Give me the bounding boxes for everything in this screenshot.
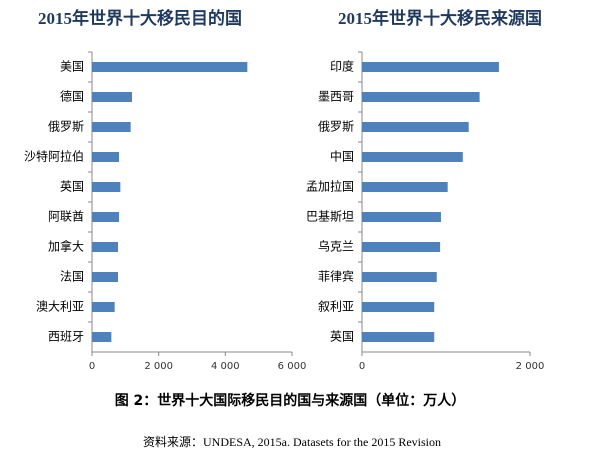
x-tick-label: 0 (359, 361, 365, 372)
category-label: 乌克兰 (318, 239, 354, 254)
bar (92, 62, 248, 72)
category-label: 澳大利亚 (36, 300, 84, 314)
chart-title: 2015年世界十大移民目的国 (38, 8, 242, 28)
bar (362, 62, 499, 72)
caption: 图 2：世界十大国际移民目的国与来源国（单位：万人） (115, 392, 466, 409)
bar (92, 122, 131, 132)
category-label: 德国 (60, 89, 84, 104)
category-label: 英国 (60, 180, 84, 194)
category-label: 中国 (330, 149, 354, 164)
bar (362, 332, 435, 342)
chart-title: 2015年世界十大移民来源国 (338, 8, 542, 28)
bar (92, 152, 119, 162)
category-label: 阿联酋 (48, 209, 84, 224)
bar (362, 272, 437, 282)
bar (362, 92, 480, 102)
bar (92, 92, 132, 102)
bar (92, 242, 118, 252)
source: 资料来源：UNDESA, 2015a. Datasets for the 201… (143, 435, 441, 449)
bar (92, 272, 118, 282)
category-label: 美国 (60, 60, 84, 74)
category-label: 墨西哥 (318, 90, 354, 104)
x-tick-label: 0 (89, 361, 95, 372)
category-label: 加拿大 (48, 239, 84, 254)
x-tick-label: 2 000 (516, 361, 545, 372)
bar (362, 302, 435, 312)
bar (92, 332, 112, 342)
bar (362, 122, 469, 132)
category-label: 孟加拉国 (306, 179, 354, 194)
category-label: 叙利亚 (318, 300, 354, 314)
category-label: 菲律宾 (318, 269, 354, 284)
category-label: 英国 (330, 330, 354, 344)
category-label: 法国 (60, 270, 84, 284)
category-label: 西班牙 (48, 330, 84, 344)
bar (362, 152, 463, 162)
category-label: 巴基斯坦 (306, 210, 354, 224)
bar (362, 182, 448, 192)
category-label: 印度 (330, 59, 354, 74)
bar (92, 302, 115, 312)
x-tick-label: 4 000 (211, 361, 240, 372)
bar (362, 242, 441, 252)
bar (362, 212, 441, 222)
x-tick-label: 2 000 (144, 361, 173, 372)
bar (92, 182, 121, 192)
category-label: 俄罗斯 (318, 120, 354, 134)
category-label: 沙特阿拉伯 (24, 149, 84, 164)
bar (92, 212, 119, 222)
category-label: 俄罗斯 (48, 120, 84, 134)
x-tick-label: 6 000 (278, 361, 307, 372)
